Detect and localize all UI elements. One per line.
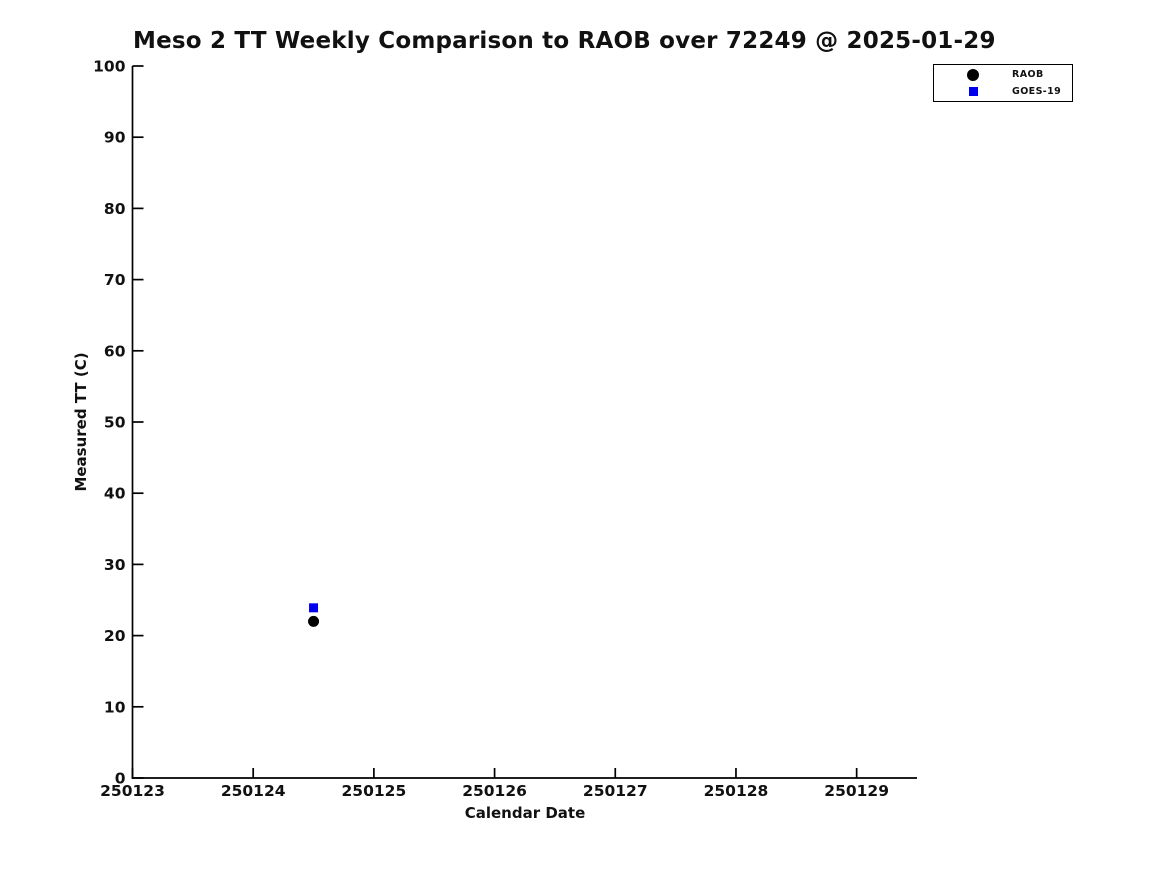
- y-tick-label: 100: [93, 58, 126, 76]
- legend-label-goes19: GOES-19: [1012, 86, 1062, 97]
- y-tick-label: 80: [104, 200, 126, 218]
- x-tick-label: 250126: [462, 782, 527, 800]
- legend: RAOB GOES-19: [933, 64, 1073, 102]
- x-tick-label: 250125: [342, 782, 407, 800]
- chart-title: Meso 2 TT Weekly Comparison to RAOB over…: [133, 28, 996, 54]
- y-tick-label: 20: [104, 627, 126, 645]
- legend-row-goes19: GOES-19: [934, 84, 1072, 99]
- x-axis-label: Calendar Date: [464, 804, 586, 822]
- x-tick-label: 250127: [583, 782, 648, 800]
- legend-label-raob: RAOB: [1012, 69, 1044, 80]
- y-tick-label: 70: [104, 271, 126, 289]
- y-axis-label: Measured TT (C): [72, 352, 90, 492]
- goes19-square-marker: [968, 87, 978, 96]
- y-tick-label: 10: [104, 698, 126, 716]
- y-tick-label: 60: [104, 342, 126, 360]
- y-tick-label: 90: [104, 129, 126, 147]
- data-point-goes19: [309, 603, 319, 613]
- legend-marker-cell: [934, 87, 1012, 96]
- y-tick-label: 0: [115, 770, 126, 788]
- y-tick-label: 50: [104, 414, 126, 432]
- x-tick-label: 250123: [100, 782, 165, 800]
- data-point-raob: [308, 615, 320, 627]
- x-tick-label: 250128: [704, 782, 769, 800]
- y-tick-label: 30: [104, 556, 126, 574]
- x-tick-label: 250129: [824, 782, 889, 800]
- legend-marker-cell: [934, 68, 1012, 81]
- y-tick-label: 40: [104, 485, 126, 503]
- raob-circle-marker: [967, 68, 979, 81]
- x-tick-label: 250124: [221, 782, 286, 800]
- legend-row-raob: RAOB: [934, 67, 1072, 82]
